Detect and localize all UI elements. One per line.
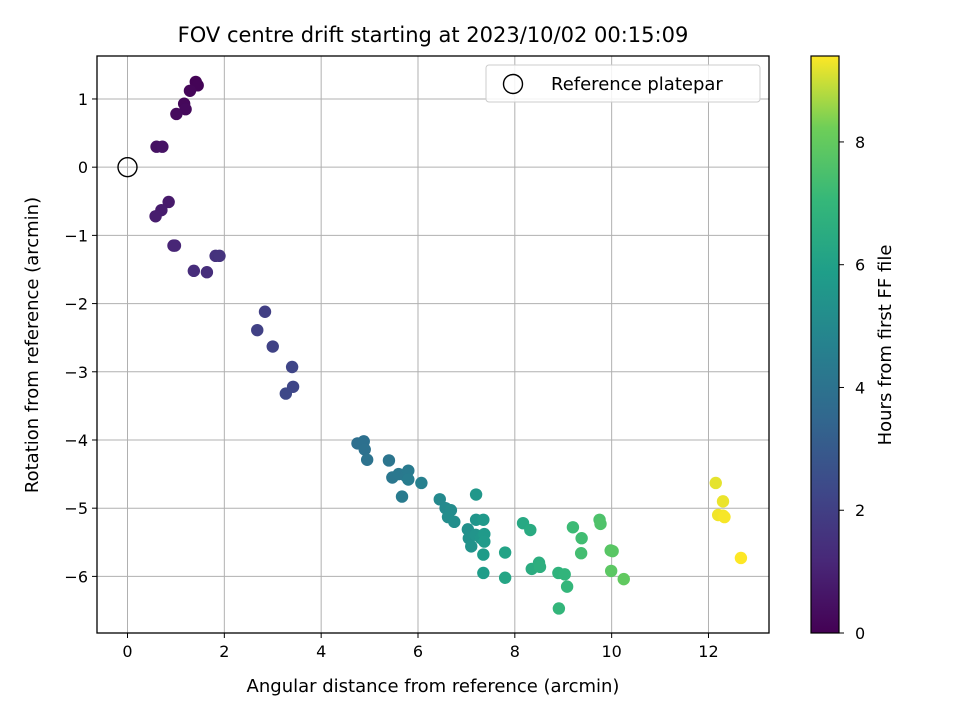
data-point (187, 264, 201, 278)
data-point (448, 515, 461, 529)
data-point (469, 488, 483, 501)
data-point (162, 195, 175, 209)
grid-lines (97, 56, 769, 633)
data-point (477, 513, 490, 526)
y-tick-label: −4 (64, 431, 88, 450)
data-point (358, 443, 371, 456)
data-point (465, 540, 478, 553)
y-tick-label: −3 (64, 363, 88, 382)
data-point (179, 102, 192, 116)
data-point (594, 517, 607, 531)
data-point (498, 546, 512, 559)
data-point (168, 239, 182, 252)
reference-point-open-circle-icon (117, 156, 138, 178)
reference-marker (117, 156, 138, 178)
data-point (718, 510, 731, 524)
colorbar-tick-label: 4 (855, 378, 865, 397)
colorbar-ticks: 0 2 4 6 8 (839, 133, 865, 643)
data-point (360, 453, 374, 466)
data-point (149, 210, 162, 223)
data-point (574, 547, 588, 560)
colorbar-label: Hours from first FF file (875, 245, 896, 446)
colorbar-tick-label: 8 (855, 133, 865, 152)
data-point (606, 544, 619, 558)
data-point (477, 548, 490, 561)
data-point (498, 571, 512, 584)
data-point (617, 572, 630, 586)
legend-open-circle-icon (502, 73, 524, 95)
data-point (251, 323, 264, 337)
data-point (552, 602, 566, 615)
data-point (734, 551, 748, 565)
y-axis-ticks: 1 0 −1 −2 −3 −4 −5 −6 (64, 90, 97, 586)
x-axis-label: Angular distance from reference (arcmin) (247, 676, 620, 697)
y-axis-label: Rotation from reference (arcmin) (22, 197, 43, 493)
colorbar-tick-label: 2 (855, 501, 865, 520)
data-point (415, 476, 428, 490)
x-tick-label: 6 (413, 642, 423, 661)
chart-title: FOV centre drift starting at 2023/10/02 … (178, 23, 689, 47)
y-tick-label: −6 (64, 567, 88, 586)
x-tick-label: 4 (316, 642, 326, 661)
data-point (566, 521, 580, 534)
data-point (213, 249, 226, 263)
colorbar-tick-label: 6 (855, 256, 865, 275)
data-point (478, 535, 491, 548)
y-tick-label: −1 (64, 226, 88, 245)
x-tick-label: 2 (219, 642, 229, 661)
data-point (433, 493, 446, 506)
data-point (524, 523, 537, 537)
data-point (477, 566, 490, 580)
data-point (200, 266, 214, 279)
y-tick-label: 0 (78, 158, 88, 177)
data-point (716, 495, 730, 508)
data-point (575, 531, 588, 545)
colorbar (810, 55, 840, 634)
colorbar-tick-label: 0 (855, 624, 865, 643)
legend-box (485, 64, 761, 103)
y-tick-label: −5 (64, 499, 88, 518)
y-tick-label: −2 (64, 295, 88, 314)
x-tick-label: 10 (601, 642, 621, 661)
data-point (558, 568, 571, 581)
legend-entry: Reference platepar (551, 74, 723, 95)
legend: Reference platepar (485, 64, 761, 103)
y-tick-label: 1 (78, 90, 88, 109)
data-point (266, 340, 279, 353)
data-point (560, 580, 574, 593)
data-point (533, 560, 547, 574)
data-point (170, 107, 183, 121)
data-points (149, 75, 748, 615)
x-tick-label: 0 (122, 642, 132, 661)
data-point (395, 490, 409, 503)
data-point (285, 360, 299, 374)
data-point (709, 476, 722, 490)
data-point (604, 564, 618, 578)
data-point (258, 305, 272, 318)
data-point (183, 84, 197, 97)
plot-frame (96, 55, 770, 634)
data-point (382, 454, 396, 467)
data-point (279, 387, 293, 400)
x-axis-ticks: 0 2 4 6 8 10 12 (122, 633, 719, 661)
x-tick-label: 12 (698, 642, 718, 661)
x-tick-label: 8 (510, 642, 520, 661)
data-point (402, 473, 415, 486)
data-point (156, 140, 169, 153)
data-point (402, 464, 415, 477)
